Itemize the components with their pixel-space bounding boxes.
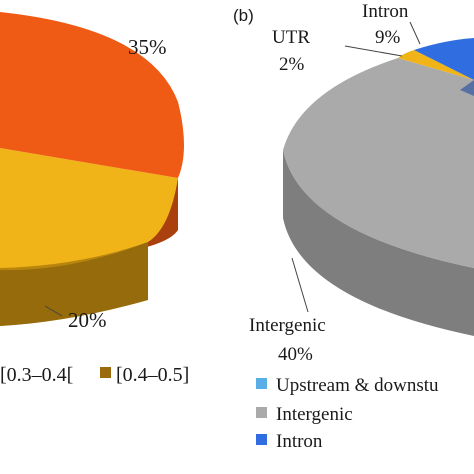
legend-b-item-2-swatch (256, 407, 267, 418)
legend-a-item-2-label: [0.4–0.5] (116, 364, 189, 386)
pie-b-intron-leader (409, 21, 421, 45)
pie-b-intergenic-leader (291, 257, 309, 313)
pie-a-slice-orange (0, 12, 184, 178)
legend-b-item-1-swatch (256, 378, 267, 389)
legend-a: [0.3–0.4[ [0.4–0.5] (0, 364, 189, 386)
legend-b-item-3-label: Intron (276, 431, 323, 452)
pie-b-label-intron: Intron (362, 1, 409, 22)
pie-a-label-35: 35% (128, 35, 167, 59)
pie-a-slice-yellow (0, 148, 178, 271)
pie-a-leader (44, 305, 63, 317)
legend-b-item-3-swatch (256, 434, 267, 445)
pie-b-label-utr-pct: 2% (279, 54, 305, 75)
pie-b-intron-side (460, 80, 474, 96)
legend-a-item-2-swatch (100, 367, 111, 378)
legend-b-item-1-label: Upstream & downstu (276, 375, 439, 396)
legend-b-item-2-label: Intergenic (276, 404, 353, 425)
pie-b-utr-leader (344, 45, 403, 57)
pie-a (0, 12, 184, 326)
panel-b-label: (b) (233, 6, 254, 25)
pie-b-side (283, 150, 474, 336)
pie-b-label-intergenic-pct: 40% (278, 344, 313, 365)
legend-a-item-1-label: [0.3–0.4[ (0, 364, 73, 386)
pie-b-slice-utr (398, 50, 474, 80)
pie-a-bottom-rim (0, 242, 148, 326)
pie-b-slice-intergenic (283, 58, 474, 268)
pie-b-slice-intron (414, 38, 474, 80)
pie-b-label-intron-pct: 9% (375, 27, 401, 48)
pie-b-label-intergenic: Intergenic (249, 315, 326, 336)
pie-b-label-utr: UTR (272, 27, 310, 48)
legend-b: Upstream & downstu Intergenic Intron (256, 375, 439, 452)
pie-b (283, 21, 474, 336)
pie-a-label-20: 20% (68, 308, 107, 332)
